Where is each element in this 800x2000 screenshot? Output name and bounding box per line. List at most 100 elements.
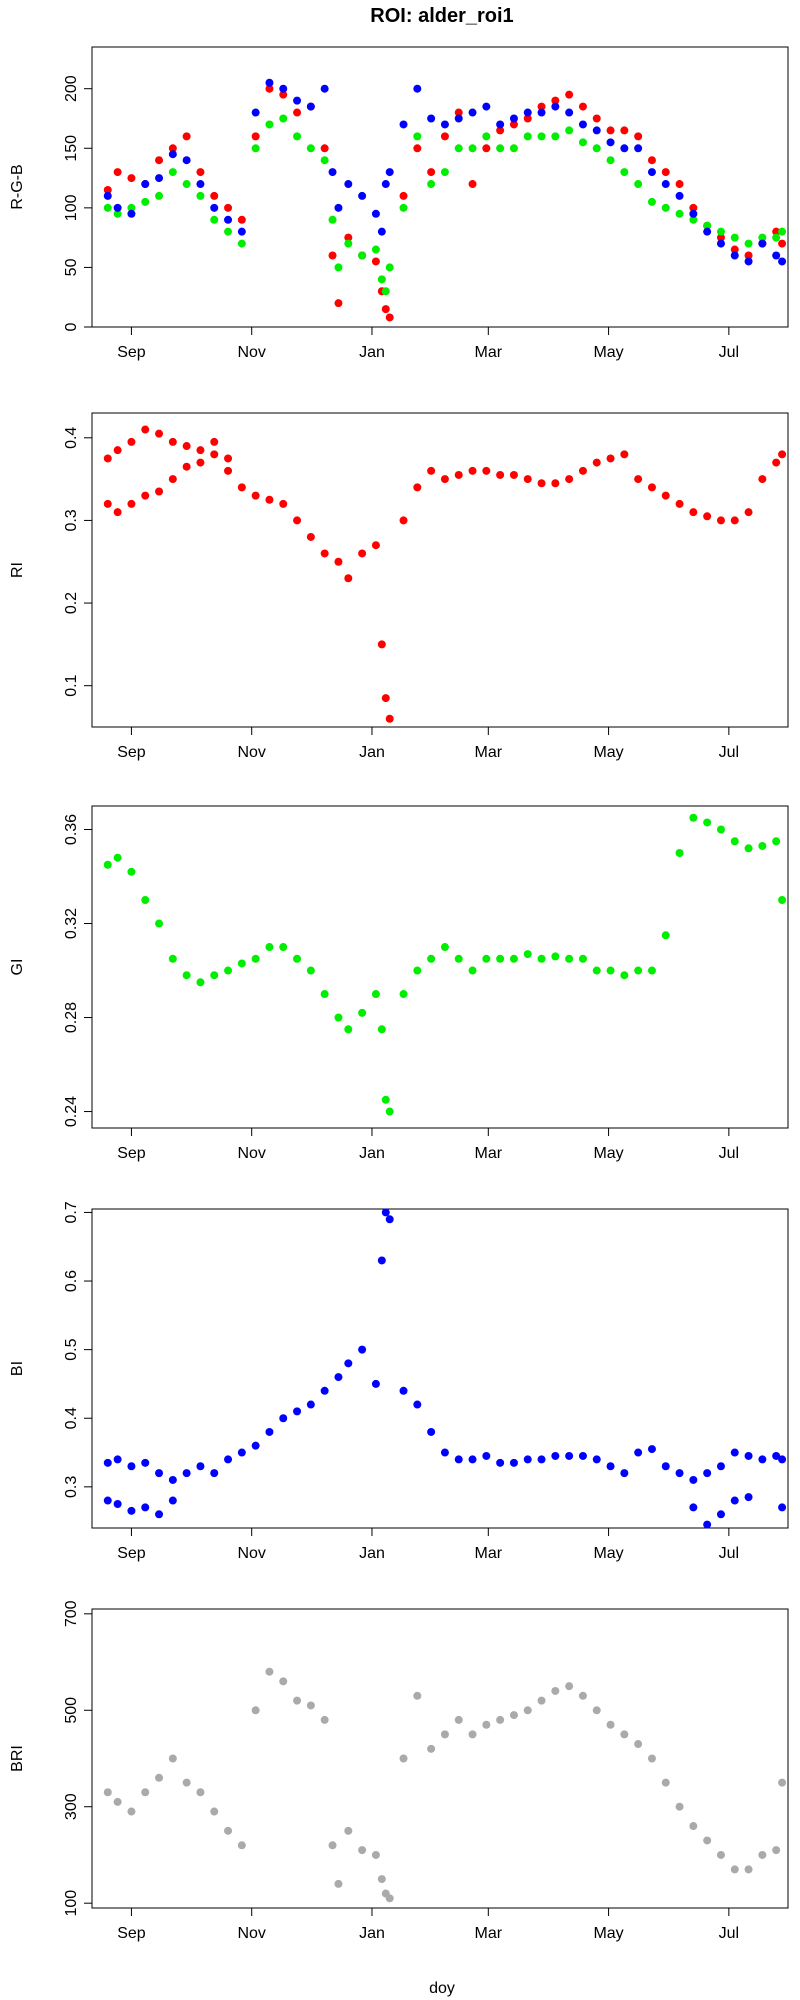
data-point	[113, 203, 122, 212]
x-tick-label: Jul	[719, 1925, 739, 1942]
data-point	[675, 1802, 684, 1811]
data-point	[523, 1706, 532, 1715]
data-point	[634, 132, 643, 141]
panel-r-g-b: 0 50 100 150 200 R-G-B Sep Nov Jan Mar May Jul	[9, 46, 789, 361]
y-tick-label: 100	[63, 194, 80, 221]
data-point	[279, 90, 288, 99]
panel-bi: 0.3 0.4 0.5 0.6 0.7 BI Sep Nov Jan Mar May Jul	[9, 1201, 789, 1562]
data-point	[251, 1706, 260, 1715]
data-point	[606, 138, 615, 147]
data-point	[758, 1455, 767, 1464]
data-point	[778, 1778, 787, 1787]
data-point	[620, 1469, 629, 1478]
data-point	[141, 1503, 150, 1512]
data-point	[251, 108, 260, 117]
data-point	[620, 1730, 629, 1739]
data-point	[334, 1013, 343, 1022]
data-point	[210, 215, 219, 224]
series-1	[103, 1493, 787, 1529]
x-tick-label: Jan	[359, 344, 385, 361]
data-point	[237, 483, 246, 492]
data-point	[127, 203, 136, 212]
data-point	[661, 1462, 670, 1471]
data-point	[509, 1711, 518, 1720]
data-point	[675, 849, 684, 858]
data-point	[224, 1455, 233, 1464]
data-point	[496, 1715, 505, 1724]
data-point	[168, 1475, 177, 1484]
data-point	[716, 233, 725, 242]
data-point	[440, 120, 449, 129]
data-point	[606, 156, 615, 165]
data-point	[427, 114, 436, 123]
data-point	[251, 491, 260, 500]
data-point	[237, 215, 246, 224]
data-point	[196, 1462, 205, 1471]
data-point	[265, 495, 274, 504]
data-point	[496, 144, 505, 153]
data-point	[440, 1730, 449, 1739]
x-tick-label: May	[593, 1545, 623, 1562]
data-point	[293, 516, 302, 525]
data-point	[778, 1503, 787, 1512]
data-point	[127, 1807, 136, 1816]
data-point	[440, 475, 449, 484]
data-point	[320, 549, 329, 558]
data-point	[251, 1441, 260, 1450]
data-point	[647, 966, 656, 975]
x-tick-label: May	[593, 344, 623, 361]
x-tick-label: May	[593, 744, 623, 761]
data-point	[224, 227, 233, 236]
data-point	[778, 896, 787, 905]
data-point	[182, 132, 191, 141]
series-1	[103, 450, 233, 517]
data-point	[334, 263, 343, 272]
data-point	[661, 491, 670, 500]
data-point	[778, 239, 787, 248]
data-point	[358, 1345, 367, 1354]
data-point	[293, 108, 302, 117]
data-point	[127, 1462, 136, 1471]
data-point	[427, 954, 436, 963]
data-point	[399, 1386, 408, 1395]
data-point	[224, 203, 233, 212]
data-point	[381, 694, 390, 703]
data-point	[440, 132, 449, 141]
data-point	[237, 239, 246, 248]
data-point	[377, 227, 386, 236]
data-point	[509, 954, 518, 963]
data-point	[168, 150, 177, 159]
data-point	[127, 174, 136, 183]
data-point	[730, 245, 739, 254]
data-point	[454, 954, 463, 963]
data-point	[182, 156, 191, 165]
data-point	[182, 1778, 191, 1787]
data-point	[334, 1373, 343, 1382]
x-tick-label: Jan	[359, 744, 385, 761]
data-point	[334, 299, 343, 308]
data-point	[772, 233, 781, 242]
data-point	[454, 1455, 463, 1464]
data-point	[377, 1025, 386, 1034]
data-point	[155, 191, 164, 200]
x-tick-label: Mar	[475, 744, 503, 761]
data-point	[689, 215, 698, 224]
data-point	[141, 1458, 150, 1467]
data-point	[772, 837, 781, 846]
data-point	[496, 126, 505, 135]
data-point	[592, 114, 601, 123]
y-tick-label: 0.2	[63, 592, 80, 614]
data-point	[385, 1215, 394, 1224]
data-point	[778, 1455, 787, 1464]
data-point	[334, 203, 343, 212]
data-point	[661, 168, 670, 177]
series-0	[103, 813, 787, 1116]
y-axis-label: GI	[9, 959, 26, 976]
x-tick-label: Sep	[117, 744, 146, 761]
data-point	[606, 1720, 615, 1729]
data-point	[385, 168, 394, 177]
data-point	[703, 1520, 712, 1529]
data-point	[399, 1754, 408, 1763]
data-point	[565, 126, 574, 135]
